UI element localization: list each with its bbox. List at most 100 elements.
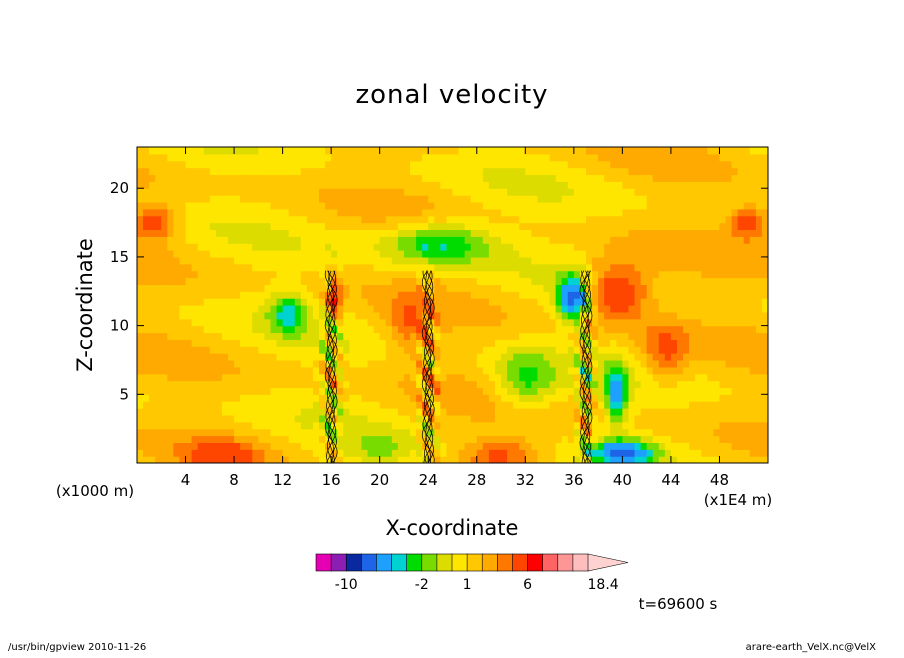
field-cell [743, 414, 751, 423]
field-cell [695, 174, 702, 182]
field-cell [161, 311, 168, 320]
field-cell [525, 243, 532, 251]
field-cell [209, 147, 217, 155]
field-cell [494, 456, 502, 463]
field-cell [434, 195, 441, 203]
field-cell [228, 222, 235, 231]
field-cell [610, 401, 617, 409]
field-cell [325, 298, 332, 306]
field-cell [355, 201, 363, 210]
field-cell [355, 256, 363, 265]
field-cell [428, 305, 435, 313]
field-cell [494, 147, 502, 155]
field-cell [579, 456, 587, 463]
field-cell [288, 387, 296, 395]
field-cell [294, 195, 302, 203]
field-cell [670, 456, 678, 463]
field-cell [719, 435, 727, 443]
field-cell [494, 174, 502, 182]
field-cell [173, 305, 181, 313]
field-cell [658, 174, 666, 182]
field-cell [616, 339, 623, 347]
field-cell [676, 456, 684, 463]
field-cell [300, 339, 308, 347]
field-cell [646, 215, 654, 224]
field-cell [149, 325, 156, 334]
field-cell [616, 250, 623, 258]
field-cell [197, 256, 205, 265]
field-cell [270, 339, 278, 347]
field-cell [585, 346, 593, 354]
field-cell [385, 311, 393, 320]
field-cell [664, 181, 672, 189]
field-cell [579, 270, 587, 279]
field-cell [573, 339, 581, 347]
field-cell [476, 263, 484, 272]
field-cell [640, 401, 648, 409]
field-cell [488, 414, 496, 423]
field-cell [701, 435, 708, 443]
field-cell [410, 201, 417, 210]
field-cell [513, 325, 520, 334]
field-cell [707, 318, 714, 327]
field-cell [446, 167, 454, 176]
field-cell [149, 380, 156, 389]
field-cell [755, 291, 763, 299]
field-cell [294, 284, 302, 292]
field-cell [228, 414, 235, 423]
field-cell [282, 167, 290, 176]
field-cell [246, 284, 253, 292]
field-cell [191, 277, 199, 285]
field-cell [695, 421, 702, 430]
field-cell [652, 373, 660, 382]
field-cell [446, 298, 454, 306]
field-cell [640, 270, 648, 279]
field-cell [604, 387, 611, 395]
field-cell [452, 250, 460, 258]
field-cell [203, 174, 211, 182]
field-cell [137, 160, 144, 169]
field-cell [385, 298, 393, 306]
field-cell [252, 359, 259, 368]
field-cell [507, 208, 514, 217]
field-cell [713, 270, 721, 279]
field-cell [209, 284, 217, 292]
field-cell [161, 353, 168, 361]
field-cell [616, 188, 623, 196]
field-cell [294, 215, 302, 224]
field-cell [355, 160, 363, 169]
field-cell [507, 250, 514, 258]
field-cell [470, 421, 478, 430]
field-cell [537, 401, 545, 409]
field-cell [215, 305, 223, 313]
field-cell [719, 456, 727, 463]
field-cell [367, 305, 375, 313]
field-cell [622, 174, 630, 182]
field-cell [689, 305, 696, 313]
field-cell [343, 222, 350, 231]
field-cell [306, 229, 314, 237]
field-cell [488, 325, 496, 334]
field-cell [300, 147, 308, 155]
field-cell [616, 387, 623, 395]
field-cell [598, 250, 605, 258]
field-cell [676, 442, 684, 450]
field-cell [737, 380, 745, 389]
field-cell [695, 318, 702, 327]
field-cell [743, 167, 751, 176]
field-cell [543, 401, 551, 409]
field-cell [525, 428, 532, 437]
field-cell [525, 380, 532, 389]
field-cell [640, 174, 648, 182]
field-cell [337, 284, 344, 292]
field-cell [501, 414, 508, 423]
field-cell [670, 339, 678, 347]
field-cell [379, 277, 387, 285]
field-cell [252, 456, 259, 463]
field-cell [683, 353, 690, 361]
field-cell [507, 421, 514, 430]
field-cell [452, 147, 460, 155]
field-cell [137, 270, 144, 279]
field-cell [670, 449, 678, 457]
field-cell [464, 256, 472, 265]
